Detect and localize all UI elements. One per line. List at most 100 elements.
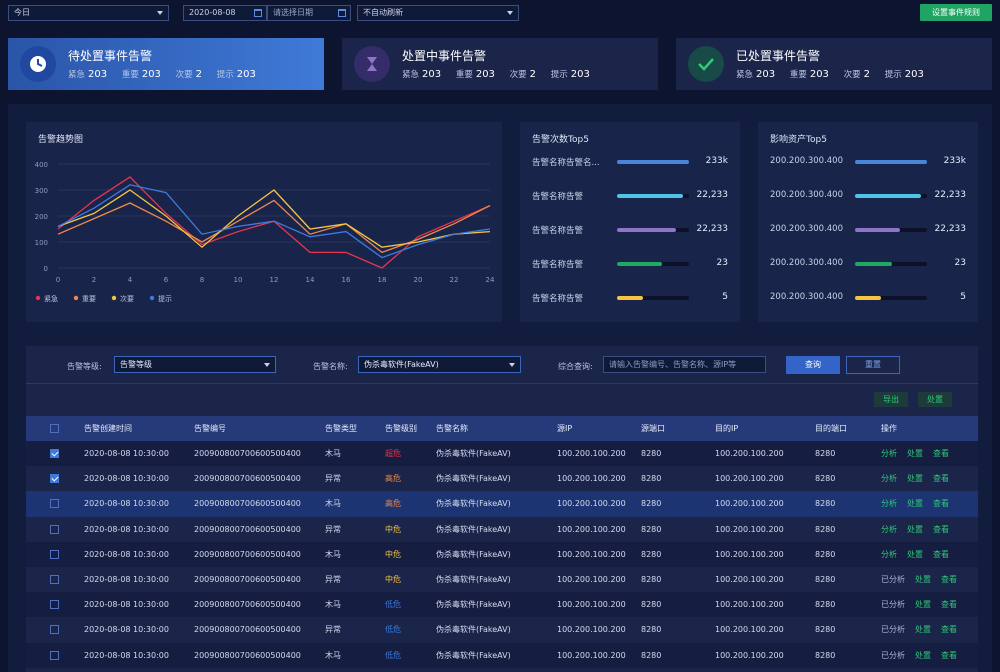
refresh-select[interactable]: 不自动刷新 (357, 5, 519, 21)
analyze-link[interactable]: 分析 (881, 499, 897, 509)
row-checkbox[interactable] (50, 600, 59, 610)
handle-link[interactable]: 处置 (915, 600, 931, 610)
table-row[interactable]: 2020-08-08 10:30:00 200900800700600500400… (26, 566, 978, 593)
row-select-cell[interactable] (26, 466, 84, 492)
view-link[interactable]: 查看 (941, 625, 957, 635)
level-filter-select[interactable]: 告警等级 (114, 356, 276, 373)
processing-alerts-card[interactable]: 处置中事件告警 紧急 203 重要 203 次要 2 提示 203 (342, 38, 658, 90)
x-tick-label: 6 (164, 276, 169, 284)
row-checkbox[interactable] (50, 499, 59, 509)
name-filter-label: 告警名称: (313, 362, 348, 371)
analyze-link[interactable]: 分析 (881, 449, 897, 459)
view-link[interactable]: 查看 (933, 499, 949, 509)
row-checkbox[interactable] (50, 474, 59, 484)
row-checkbox[interactable] (50, 449, 59, 459)
cell-src-port: 8280 (641, 491, 715, 517)
view-link[interactable]: 查看 (941, 600, 957, 610)
cell-type: 木马 (325, 642, 385, 668)
resolved-alerts-card[interactable]: 已处置事件告警 紧急 203 重要 203 次要 2 提示 203 (676, 38, 992, 90)
query-input[interactable]: 请输入告警编号、告警名称、源IP等 (603, 356, 766, 373)
row-select-cell[interactable] (26, 541, 84, 567)
handle-link[interactable]: 处置 (915, 650, 931, 660)
table-row[interactable]: 2020-08-08 10:30:00 200900800700600500400… (26, 516, 978, 542)
date-start-field[interactable]: 2020-08-08 (183, 5, 267, 21)
alerts-table-section: 告警等级: 告警等级 告警名称: 伪杀毒软件(FakeAV) 综合查询: 请输入… (26, 346, 978, 672)
cell-dst-port: 8280 (815, 541, 881, 567)
pending-alerts-card[interactable]: 待处置事件告警 紧急 203 重要 203 次要 2 提示 203 (8, 38, 324, 90)
row-select-cell[interactable] (26, 592, 84, 618)
cell-dst-port: 8280 (815, 566, 881, 593)
handle-link[interactable]: 处置 (907, 499, 923, 509)
table-row[interactable]: 2020-08-08 10:30:00 200900800700600500400… (26, 466, 978, 492)
view-link[interactable]: 查看 (933, 474, 949, 484)
analyze-link[interactable]: 已分析 (881, 650, 905, 660)
select-all-header[interactable] (26, 416, 84, 441)
stat-label: 重要 (789, 70, 807, 80)
y-tick-label: 300 (35, 187, 48, 195)
handle-link[interactable]: 处置 (907, 524, 923, 534)
cell-type: 木马 (325, 441, 385, 467)
analyze-link[interactable]: 分析 (881, 549, 897, 559)
event-rules-button[interactable]: 设置事件规则 (920, 4, 992, 21)
level-filter-label: 告警等级: (67, 362, 102, 371)
x-tick-label: 24 (486, 276, 495, 284)
x-tick-label: 0 (56, 276, 60, 284)
table-row[interactable]: 2020-08-08 10:30:00 200900800700600500400… (26, 642, 978, 668)
row-select-cell[interactable] (26, 642, 84, 668)
cell-src-ip: 100.200.100.200 (557, 541, 641, 567)
row-checkbox[interactable] (50, 524, 59, 534)
handle-link[interactable]: 处置 (915, 625, 931, 635)
view-link[interactable]: 查看 (941, 650, 957, 660)
top-alerts-panel: 告警次数Top5 告警名称告警名... 233k 告警名称告警 22,233 告警名称告… (520, 122, 740, 322)
row-select-cell[interactable] (26, 617, 84, 643)
export-button[interactable]: 导出 (874, 392, 908, 407)
table-row[interactable]: 2020-08-08 10:30:00 20090080070060050040​… (26, 441, 978, 467)
table-row[interactable]: 2020-08-08 10:30:00 200900800700600500400… (26, 592, 978, 618)
view-link[interactable]: 查看 (933, 449, 949, 459)
batch-handle-button[interactable]: 处置 (918, 392, 952, 407)
column-header: 目的端口 (815, 416, 881, 441)
card-stats: 紧急 203 重要 203 次要 2 提示 203 (68, 68, 268, 80)
column-header: 告警创建时间 (84, 416, 194, 441)
stat-label: 提示 (550, 70, 568, 80)
stat-value: 203 (756, 69, 776, 80)
row-select-cell[interactable] (26, 516, 84, 542)
name-filter-select[interactable]: 伪杀毒软件(FakeAV) (358, 356, 521, 373)
row-checkbox[interactable] (50, 650, 59, 660)
row-select-cell[interactable] (26, 441, 84, 467)
table-row[interactable]: 2020-08-08 10:30:00 200900800700600500400… (26, 491, 978, 517)
row-select-cell[interactable] (26, 491, 84, 517)
cell-type: 木马 (325, 491, 385, 517)
rank-bar-fill (617, 194, 684, 198)
row-checkbox[interactable] (50, 549, 59, 559)
range-select[interactable]: 今日 (8, 5, 169, 21)
cell-level: 低危 (385, 592, 436, 618)
select-all-checkbox[interactable] (50, 424, 59, 433)
view-link[interactable]: 查看 (933, 524, 949, 534)
analyze-link[interactable]: 已分析 (881, 600, 905, 610)
view-link[interactable]: 查看 (941, 575, 957, 585)
cell-dst-ip: 100.200.100.200 (715, 441, 815, 467)
view-link[interactable]: 查看 (933, 549, 949, 559)
cell-time: 2020-08-08 10:30:00 (84, 516, 194, 542)
cell-dst-port: 8280 (815, 516, 881, 542)
row-checkbox[interactable] (50, 625, 59, 635)
handle-link[interactable]: 处置 (907, 449, 923, 459)
date-end-field[interactable]: 请选择日期 (267, 5, 351, 21)
x-tick-label: 22 (450, 276, 459, 284)
search-button[interactable]: 查询 (786, 356, 840, 374)
handle-link[interactable]: 处置 (907, 474, 923, 484)
row-checkbox[interactable] (50, 575, 59, 585)
x-tick-label: 8 (200, 276, 204, 284)
column-header: 告警类型 (325, 416, 385, 441)
table-row[interactable]: 2020-08-08 10:30:00 200900800700600500400… (26, 541, 978, 567)
analyze-link[interactable]: 已分析 (881, 575, 905, 585)
handle-link[interactable]: 处置 (907, 549, 923, 559)
analyze-link[interactable]: 分析 (881, 474, 897, 484)
analyze-link[interactable]: 分析 (881, 524, 897, 534)
table-row[interactable]: 2020-08-08 10:30:00 200900800700600500400… (26, 617, 978, 643)
analyze-link[interactable]: 已分析 (881, 625, 905, 635)
reset-button[interactable]: 重置 (846, 356, 900, 374)
handle-link[interactable]: 处置 (915, 575, 931, 585)
row-select-cell[interactable] (26, 566, 84, 593)
